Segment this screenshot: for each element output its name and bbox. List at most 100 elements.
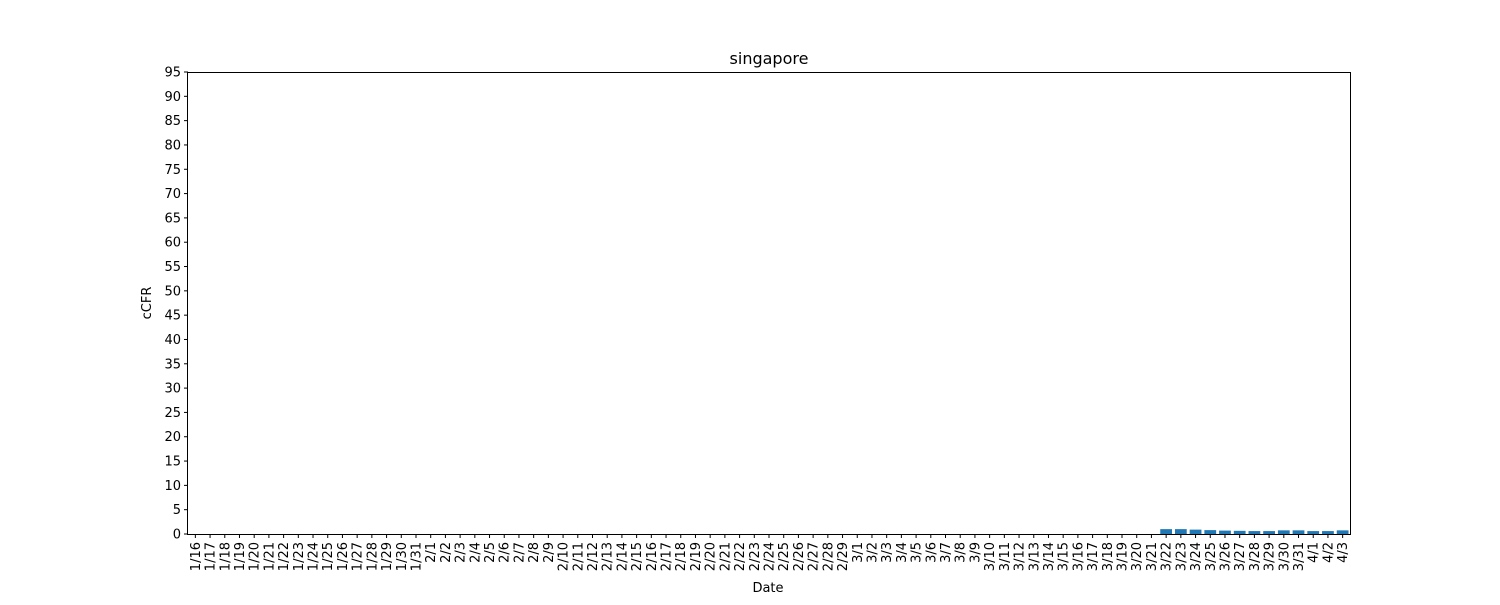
y-tick-label: 95: [164, 66, 181, 81]
x-tick-label: 1/31: [409, 542, 424, 571]
x-tick-label: 2/1: [424, 542, 439, 563]
x-tick-label: 1/26: [336, 542, 351, 571]
x-tick-label: 2/26: [792, 542, 807, 571]
x-tick-label: 3/14: [1042, 542, 1057, 571]
x-tick-label: 3/31: [1292, 542, 1307, 571]
x-tick-label: 1/19: [233, 542, 248, 571]
bar: [1307, 531, 1320, 534]
chart-title: singapore: [730, 49, 809, 68]
x-tick-label: 2/23: [748, 542, 763, 571]
bar: [1189, 529, 1202, 534]
y-tick-label: 90: [164, 90, 181, 105]
y-tick-label: 0: [173, 528, 181, 543]
bar: [1322, 531, 1334, 534]
x-tick-label: 1/22: [277, 542, 292, 571]
x-tick-label: 1/21: [262, 542, 277, 571]
x-tick-label: 4/1: [1307, 542, 1322, 563]
bar: [1277, 530, 1290, 534]
x-tick-label: 2/24: [763, 542, 778, 571]
x-tick-label: 4/2: [1321, 542, 1336, 563]
x-tick-label: 2/15: [630, 542, 645, 571]
x-tick-label: 3/11: [998, 542, 1013, 571]
y-tick-label: 55: [164, 260, 181, 275]
x-tick-label: 2/19: [689, 542, 704, 571]
y-tick-label: 85: [164, 114, 181, 129]
x-tick-label: 1/28: [365, 542, 380, 571]
x-axis-ticks: 1/16 1/17 1/18 1/19 1/20 1/21 1/22 1/23 1/24 1/25…: [189, 534, 1351, 571]
x-tick-label: 3/9: [968, 542, 983, 563]
bar: [1160, 529, 1173, 534]
x-tick-label: 2/14: [615, 542, 630, 571]
x-tick-label: 2/2: [439, 542, 454, 563]
y-axis-ticks: 0 5 10 15 20 25 30 35 40 45 50 55 60 65 70 75 80 85 90 95: [164, 66, 188, 543]
x-tick-label: 2/7: [512, 542, 527, 563]
bar: [1248, 531, 1261, 534]
y-tick-label: 30: [164, 382, 181, 397]
x-tick-label: 1/27: [351, 542, 366, 571]
x-tick-label: 1/18: [218, 542, 233, 571]
x-tick-label: 2/28: [821, 542, 836, 571]
bar: [1204, 530, 1217, 534]
y-tick-label: 65: [164, 211, 181, 226]
x-tick-label: 2/3: [454, 542, 469, 563]
x-tick-label: 2/17: [660, 542, 675, 571]
x-tick-label: 3/5: [910, 542, 925, 563]
x-tick-label: 3/20: [1130, 542, 1145, 571]
bar: [1233, 530, 1246, 534]
bars-group: [1160, 529, 1349, 534]
x-tick-label: 1/16: [189, 542, 204, 571]
x-tick-label: 3/15: [1057, 542, 1072, 571]
x-tick-label: 1/20: [248, 542, 263, 571]
y-tick-label: 25: [164, 406, 181, 421]
y-tick-label: 50: [164, 284, 181, 299]
x-tick-label: 3/4: [895, 542, 910, 563]
x-tick-label: 2/5: [483, 542, 498, 563]
y-tick-label: 35: [164, 357, 181, 372]
y-tick-label: 5: [173, 503, 181, 518]
x-tick-label: 3/24: [1189, 542, 1204, 571]
x-tick-label: 3/26: [1218, 542, 1233, 571]
bar: [1336, 530, 1349, 534]
x-tick-label: 2/21: [718, 542, 733, 571]
x-tick-label: 2/25: [777, 542, 792, 571]
x-tick-label: 2/27: [807, 542, 822, 571]
y-tick-label: 70: [164, 187, 181, 202]
x-tick-label: 2/9: [542, 542, 557, 563]
x-tick-label: 3/7: [939, 542, 954, 563]
bar: [1174, 529, 1187, 534]
x-tick-label: 1/29: [380, 542, 395, 571]
x-tick-label: 3/25: [1204, 542, 1219, 571]
y-tick-label: 80: [164, 138, 181, 153]
y-tick-label: 15: [164, 455, 181, 470]
x-tick-label: 3/13: [1027, 542, 1042, 571]
x-tick-label: 4/3: [1336, 542, 1351, 563]
x-tick-label: 3/19: [1116, 542, 1131, 571]
y-tick-label: 60: [164, 236, 181, 251]
x-tick-label: 3/21: [1145, 542, 1160, 571]
x-tick-label: 3/18: [1101, 542, 1116, 571]
x-tick-label: 3/29: [1263, 542, 1278, 571]
x-tick-label: 3/16: [1071, 542, 1086, 571]
bar: [1263, 531, 1275, 534]
x-tick-label: 3/6: [924, 542, 939, 563]
x-tick-label: 3/1: [851, 542, 866, 563]
x-tick-label: 3/2: [865, 542, 880, 563]
bar: [1219, 530, 1231, 534]
x-tick-label: 3/22: [1160, 542, 1175, 571]
x-tick-label: 2/12: [586, 542, 601, 571]
x-tick-label: 2/16: [645, 542, 660, 571]
y-tick-label: 75: [164, 163, 181, 178]
y-tick-label: 40: [164, 333, 181, 348]
x-tick-label: 2/8: [527, 542, 542, 563]
x-tick-label: 2/22: [733, 542, 748, 571]
x-tick-label: 2/10: [557, 542, 572, 571]
x-tick-label: 2/13: [601, 542, 616, 571]
y-tick-label: 20: [164, 430, 181, 445]
plot-frame: [187, 72, 1351, 535]
x-axis-label: Date: [752, 581, 783, 596]
x-tick-label: 3/17: [1086, 542, 1101, 571]
x-tick-label: 3/23: [1174, 542, 1189, 571]
x-tick-label: 1/30: [395, 542, 410, 571]
x-tick-label: 2/29: [836, 542, 851, 571]
